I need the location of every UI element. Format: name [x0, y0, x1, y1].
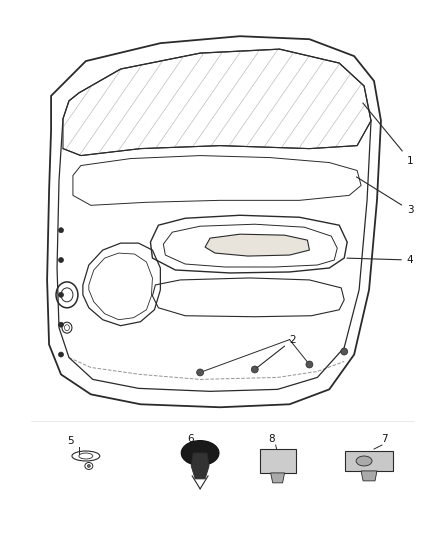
Polygon shape — [361, 471, 377, 481]
Ellipse shape — [87, 464, 90, 467]
Text: 4: 4 — [347, 255, 413, 265]
Ellipse shape — [59, 293, 64, 297]
Polygon shape — [205, 234, 309, 256]
Text: 5: 5 — [67, 436, 74, 446]
Ellipse shape — [341, 348, 348, 355]
Polygon shape — [345, 451, 393, 471]
Polygon shape — [63, 49, 371, 156]
Text: 1: 1 — [363, 103, 413, 166]
Text: 8: 8 — [268, 434, 275, 444]
Ellipse shape — [59, 228, 64, 233]
Text: 6: 6 — [187, 434, 194, 444]
Ellipse shape — [59, 257, 64, 263]
Text: 7: 7 — [381, 434, 387, 444]
Ellipse shape — [251, 366, 258, 373]
Ellipse shape — [59, 352, 64, 357]
Text: 2: 2 — [257, 335, 296, 368]
Polygon shape — [260, 449, 296, 473]
Polygon shape — [271, 473, 285, 483]
Ellipse shape — [356, 456, 372, 466]
Ellipse shape — [306, 361, 313, 368]
Ellipse shape — [181, 441, 219, 465]
Ellipse shape — [197, 369, 204, 376]
Polygon shape — [191, 453, 209, 479]
Text: 3: 3 — [357, 177, 413, 215]
Ellipse shape — [59, 322, 64, 327]
